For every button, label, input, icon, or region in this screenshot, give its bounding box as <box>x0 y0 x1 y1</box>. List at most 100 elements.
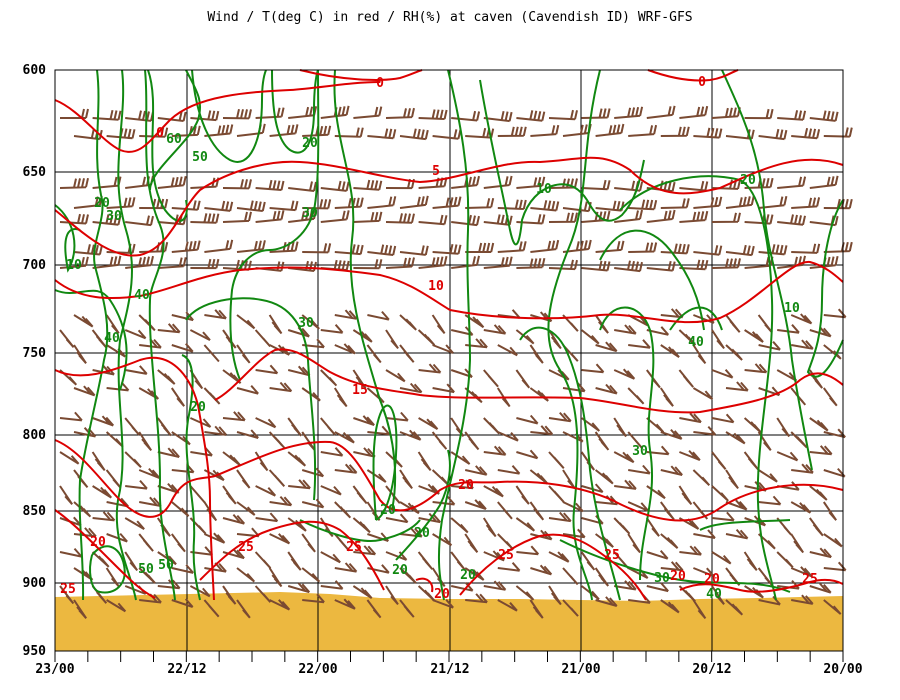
rh-contour-line <box>229 69 320 381</box>
wind-barb-stroke <box>497 126 527 137</box>
wind-barb <box>399 382 423 394</box>
wind-barb-stroke <box>790 313 813 325</box>
wind-barb <box>660 501 675 521</box>
wind-barb <box>157 579 181 590</box>
wind-barb-stroke <box>725 469 739 490</box>
wind-barb <box>157 175 187 189</box>
wind-barb-stroke <box>757 314 773 334</box>
wind-barb <box>790 431 808 449</box>
wind-barb-stroke <box>92 485 113 499</box>
wind-barb-stroke <box>711 258 741 269</box>
wind-barb-stroke <box>352 517 371 534</box>
wind-barb <box>189 517 207 535</box>
wind-barb <box>497 241 527 253</box>
rh-contour-line <box>599 306 655 581</box>
wind-barb <box>529 344 544 364</box>
wind-barb <box>254 451 269 472</box>
wind-barb-stroke <box>725 314 741 333</box>
wind-barb <box>59 329 75 348</box>
wind-barb-stroke <box>613 417 627 438</box>
wind-barb-stroke <box>124 329 147 340</box>
wind-barb <box>614 180 644 192</box>
wind-barb-stroke <box>236 567 256 583</box>
rh-contour-line <box>147 69 188 222</box>
wind-barb <box>287 517 307 532</box>
wind-barb-stroke <box>562 599 579 617</box>
wind-barb-stroke <box>157 369 176 385</box>
wind-barb <box>465 593 488 604</box>
wind-barb-stroke <box>791 197 821 209</box>
wind-barb <box>645 517 660 537</box>
rh-contour-line <box>115 69 137 601</box>
wind-barb <box>646 485 666 500</box>
wind-barb <box>124 517 145 530</box>
wind-barb <box>59 547 83 558</box>
wind-barb <box>287 365 311 377</box>
wind-barb-stroke <box>269 241 299 253</box>
wind-barb-stroke <box>614 180 644 192</box>
wind-barb-stroke <box>268 469 286 487</box>
wind-barb <box>548 212 578 223</box>
wind-barb-stroke <box>562 123 592 137</box>
wind-barb <box>464 533 479 553</box>
wind-barb-stroke <box>320 447 344 457</box>
rh-contour-label: 30 <box>298 316 314 331</box>
wind-barb-stroke <box>679 259 709 271</box>
wind-barb-stroke <box>432 533 453 547</box>
wind-barb-stroke <box>432 129 462 140</box>
wind-barb-stroke <box>548 329 562 350</box>
wind-barb <box>334 343 356 355</box>
wind-barb-stroke <box>823 428 846 439</box>
wind-barb <box>823 561 847 572</box>
wind-barb-stroke <box>646 209 676 223</box>
wind-barb-stroke <box>744 329 764 343</box>
wind-barb-stroke <box>236 501 256 516</box>
temperature-contour-line <box>459 533 647 601</box>
wind-barb <box>157 369 176 385</box>
wind-barb <box>92 485 113 499</box>
wind-barb <box>679 210 709 223</box>
wind-barb <box>170 387 186 407</box>
wind-barb-stroke <box>497 199 527 210</box>
wind-barb-stroke <box>124 517 145 530</box>
wind-barb-stroke <box>352 485 368 505</box>
wind-barb <box>353 415 375 427</box>
wind-barb-stroke <box>660 599 680 614</box>
wind-barb-stroke <box>791 463 814 474</box>
wind-barb-stroke <box>236 599 251 619</box>
wind-barb-stroke <box>418 363 442 374</box>
wind-barb <box>562 201 592 213</box>
wind-barb-stroke <box>515 329 535 345</box>
wind-barb-stroke <box>385 551 408 561</box>
wind-barb-stroke <box>287 517 307 532</box>
wind-barb <box>301 533 316 553</box>
temperature-contour-line <box>54 439 216 518</box>
wind-barb <box>399 195 429 209</box>
wind-barb <box>320 324 344 334</box>
wind-barb-stroke <box>334 309 358 320</box>
wind-barb-stroke <box>91 451 106 472</box>
wind-barb-stroke <box>758 341 781 351</box>
wind-barb-stroke <box>366 599 382 619</box>
wind-barb-stroke <box>483 256 513 269</box>
wind-barb-stroke <box>353 415 375 427</box>
wind-barb-stroke <box>269 200 299 212</box>
wind-barb-stroke <box>809 175 839 189</box>
wind-barb <box>255 179 285 191</box>
wind-barb <box>679 449 701 462</box>
wind-barb <box>580 329 600 345</box>
wind-barb-stroke <box>548 511 572 523</box>
wind-barb-stroke <box>254 451 269 472</box>
wind-barb-stroke <box>203 532 226 544</box>
wind-barb <box>613 417 627 438</box>
temperature-contour-line <box>415 577 434 593</box>
wind-barb <box>320 551 341 564</box>
wind-barb <box>823 428 846 439</box>
wind-barb <box>432 599 454 609</box>
wind-barb-stroke <box>367 244 397 256</box>
rh-contour-line <box>721 69 813 471</box>
wind-barb <box>693 196 723 209</box>
wind-barb <box>385 585 399 606</box>
wind-barb-stroke <box>581 210 611 223</box>
wind-barb-stroke <box>222 108 252 120</box>
